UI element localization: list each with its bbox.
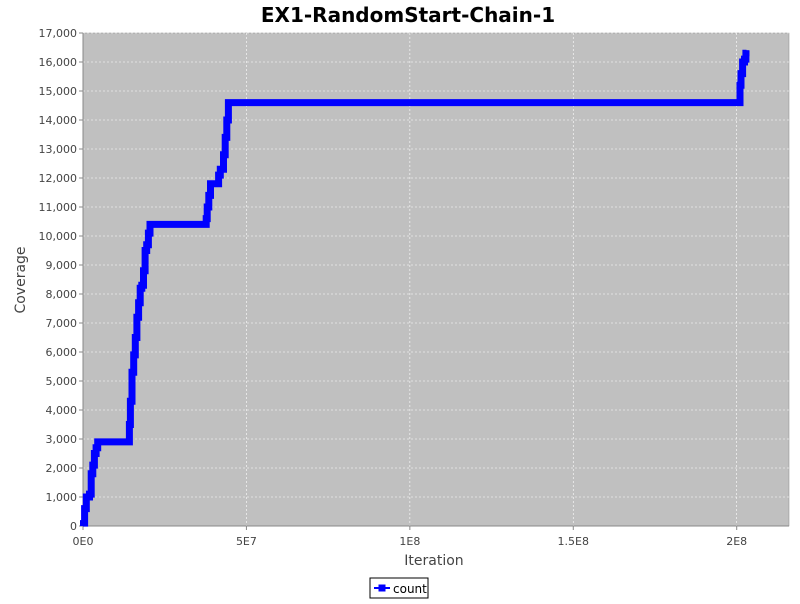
y-tick-label: 4,000: [46, 404, 78, 417]
data-point: [140, 267, 147, 274]
data-point: [127, 398, 134, 405]
data-point: [735, 99, 742, 106]
y-tick-label: 10,000: [39, 230, 78, 243]
y-tick-label: 13,000: [39, 143, 78, 156]
data-point: [738, 70, 744, 77]
chart-title: EX1-RandomStart-Chain-1: [261, 3, 555, 27]
x-axis-ticks: 0E0 5E7 1E8 1.5E8 2E8: [73, 526, 747, 548]
data-point: [145, 230, 152, 237]
y-tick-label: 12,000: [39, 172, 78, 185]
x-axis-title: Iteration: [404, 553, 463, 569]
data-point: [215, 172, 222, 179]
data-point: [125, 438, 132, 445]
y-tick-label: 15,000: [39, 85, 78, 98]
y-tick-label: 7,000: [46, 317, 78, 330]
data-point: [148, 221, 155, 228]
data-point: [743, 50, 750, 57]
y-tick-label: 6,000: [46, 346, 78, 359]
data-point: [129, 369, 135, 376]
data-point: [203, 215, 210, 222]
data-point: [126, 421, 133, 428]
data-point: [143, 241, 150, 248]
x-tick-label: 0E0: [73, 535, 94, 548]
data-point: [202, 221, 209, 228]
data-point: [93, 444, 100, 451]
data-point: [83, 494, 90, 500]
y-tick-label: 3,000: [46, 433, 78, 446]
data-point: [86, 491, 93, 498]
legend-series-label: count: [393, 582, 427, 596]
data-point: [89, 462, 96, 469]
data-point: [96, 438, 103, 445]
data-point: [207, 180, 214, 187]
data-point: [81, 505, 88, 512]
y-tick-label: 8,000: [46, 288, 78, 301]
data-point: [220, 151, 227, 158]
y-tick-label: 17,000: [39, 27, 78, 40]
data-point: [223, 117, 230, 123]
data-point: [130, 351, 137, 358]
grid-lines: [83, 32, 789, 526]
data-point: [80, 520, 86, 527]
data-point: [205, 192, 212, 199]
data-point: [214, 180, 220, 187]
data-point: [225, 99, 232, 106]
data-point: [135, 299, 142, 306]
data-point: [88, 470, 95, 477]
data-point: [133, 314, 140, 321]
y-tick-label: 16,000: [39, 56, 78, 69]
y-tick-label: 9,000: [46, 259, 78, 272]
data-point: [204, 204, 211, 210]
plot-area: [82, 32, 790, 527]
data-point: [737, 82, 743, 89]
y-tick-label: 5,000: [46, 375, 78, 388]
axes: [82, 33, 789, 527]
data-point: [132, 334, 139, 341]
y-tick-label: 1,000: [46, 491, 78, 504]
y-axis-ticks: 0 1,000 2,000 3,000 4,000 5,000 6,000 7,000 8,00…: [39, 27, 83, 533]
series-layer: [80, 49, 750, 527]
data-point: [217, 166, 224, 173]
x-tick-label: 5E7: [236, 535, 257, 548]
data-point: [222, 134, 229, 141]
x-tick-label: 1.5E8: [558, 535, 589, 548]
y-tick-label: 2,000: [46, 462, 78, 475]
x-tick-label: 1E8: [399, 535, 420, 548]
legend-box: [369, 577, 429, 599]
data-point: [741, 56, 748, 63]
data-point: [138, 282, 145, 289]
y-tick-label: 11,000: [39, 201, 78, 214]
y-tick-label: 14,000: [39, 114, 78, 127]
legend-series-marker: [378, 584, 386, 592]
x-tick-label: 2E8: [726, 535, 747, 548]
data-point: [142, 247, 149, 254]
y-axis-title: Coverage: [13, 246, 29, 313]
y-tick-label: 0: [70, 520, 77, 533]
data-point: [91, 450, 98, 457]
legend: count: [369, 577, 429, 599]
